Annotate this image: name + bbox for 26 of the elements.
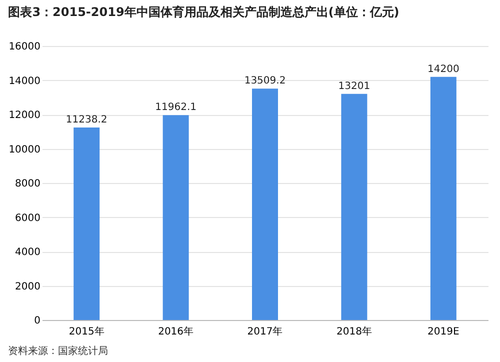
bar (74, 128, 100, 320)
data-label: 11962.1 (155, 102, 196, 114)
x-tick-label: 2017年 (247, 326, 283, 338)
chart-title: 图表3：2015-2019年中国体育用品及相关产品制造总产出(单位：亿元) (8, 5, 400, 19)
y-tick-label: 0 (34, 316, 40, 326)
x-tick-label: 2016年 (158, 326, 194, 338)
x-tick-label: 2015年 (68, 326, 104, 338)
x-tick-label: 2019E (428, 326, 460, 338)
bar (430, 76, 456, 320)
y-tick-label: 4000 (15, 247, 40, 258)
y-tick-label: 14000 (8, 76, 40, 87)
bar (341, 94, 368, 320)
y-tick-label: 10000 (8, 144, 40, 156)
data-label: 13509.2 (244, 76, 286, 87)
data-label: 11238.2 (66, 114, 108, 126)
bar (252, 88, 278, 320)
text: 资料来源：国家统计局 (0, 344, 116, 358)
x-tick-label: 2018年 (336, 326, 372, 338)
y-tick-label: 8000 (15, 178, 40, 190)
y-tick-label: 16000 (8, 42, 40, 52)
y-tick-label: 12000 (8, 110, 40, 121)
bar (162, 115, 189, 320)
data-label: 14200 (427, 64, 460, 75)
y-tick-label: 2000 (15, 281, 40, 292)
y-tick-label: 6000 (15, 212, 40, 224)
data-label: 13201 (338, 80, 370, 92)
